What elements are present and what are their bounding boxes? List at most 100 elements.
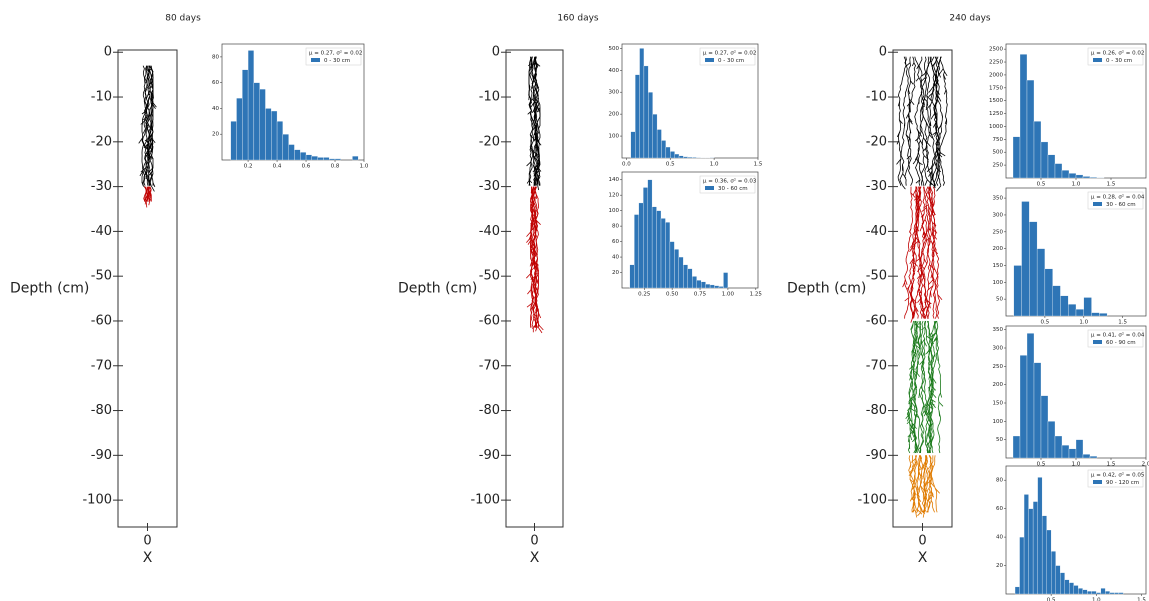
root-branch [909,258,914,265]
root-segment [896,56,948,192]
root-branch [902,173,907,179]
x-tick-label: 0.50 [666,292,679,298]
y-tick-label: -20 [91,134,112,149]
plot-frame [892,49,953,528]
histogram-bar [692,157,697,159]
histogram-bar [1087,591,1092,595]
root-branch [904,279,908,285]
y-tick-label: 150 [993,401,1004,407]
histogram-bar [1019,355,1028,459]
root-branch [915,512,918,518]
y-tick-label: 300 [993,346,1004,352]
histogram-bar [1100,588,1106,595]
root-strand [930,455,938,513]
y-tick-label: -30 [479,179,500,194]
root-strand [147,65,154,186]
histogram-bar [718,286,724,289]
root-strand [925,56,936,186]
y-tick-label: -30 [91,179,112,194]
histogram-bar [656,210,662,289]
root-branch [904,297,910,302]
root-branch [910,192,916,198]
root-branch [927,464,932,470]
root-branch [933,234,938,240]
root-strand [923,455,929,513]
y-tick-label: 0 [879,45,887,60]
root-strand [141,65,147,186]
histogram-bar [1069,582,1074,595]
root-branch [920,264,926,270]
y-tick-label: 2500 [989,47,1003,53]
root-branch [922,509,926,513]
root-segment [138,65,157,192]
legend-swatch [705,186,714,190]
histogram-bar [1054,163,1063,179]
histogram-bar [665,146,671,159]
histogram-bar [678,256,684,289]
histogram-bar [1073,585,1079,595]
histogram-bar [1064,579,1070,595]
x-tick-label: 0.5 [1041,320,1050,326]
x-tick-label: 0 [530,534,538,549]
histogram-bar [683,156,688,159]
y-tick-label: -100 [857,493,887,508]
root-branch [911,494,916,500]
y-tick-label: 500 [993,150,1004,156]
root-branch [908,98,915,105]
histogram-bar [634,214,639,289]
root-strand [530,186,539,328]
histogram-bar [670,151,675,159]
root-branch [932,377,937,384]
x-axis-title: X [143,550,153,566]
root-branch [921,326,926,331]
root-branch [919,359,924,365]
y-tick-label: 120 [609,193,620,199]
y-tick-label: 50 [996,437,1003,443]
root-branch [143,140,148,147]
root-branch [930,113,935,120]
y-tick-label: -40 [479,224,500,239]
y-tick-label: -60 [866,313,887,328]
x-tick-label: 1.0 [360,164,369,170]
histogram-bar [305,154,312,161]
y-tick-label: -50 [866,269,887,284]
panel-title: 240 days [949,14,991,24]
histogram-bar [705,283,711,289]
y-tick-label: 100 [993,280,1004,286]
root-branch [927,404,933,410]
legend-swatch [1093,202,1102,206]
root-strand [932,186,940,319]
histogram-bar [638,202,644,289]
histogram-bar [1114,592,1120,595]
root-branch [923,204,929,209]
y-tick-label: 350 [993,196,1004,202]
histogram-bar [247,50,255,161]
root-strand [910,186,922,319]
root-branch [928,374,931,380]
y-tick-label: -80 [91,403,112,418]
root-strand [934,320,941,454]
legend-label: 90 - 120 cm [1106,480,1139,486]
root-strand [149,186,152,202]
root-branch [538,327,543,334]
y-tick-label: 50 [996,297,1003,303]
histogram-bar [652,114,658,159]
y-tick-label: -10 [866,90,887,105]
root-branch [923,410,927,417]
y-tick-label: 60 [212,80,219,86]
root-branch [927,179,933,186]
x-tick-label: 0.5 [1037,182,1046,188]
y-tick-label: 350 [993,327,1004,333]
y-tick-label: -10 [479,90,500,105]
x-tick-label: 0.5 [1047,598,1056,601]
root-branch [910,243,914,248]
root-branch [526,231,532,237]
x-tick-label: 0.6 [302,164,311,170]
histogram-bar [1078,588,1083,595]
root-branch [925,104,931,111]
x-tick-label: 1.5 [1107,462,1116,468]
histogram-bar [1075,309,1084,317]
histogram-bar [647,179,653,289]
histogram-bar [1055,565,1061,595]
